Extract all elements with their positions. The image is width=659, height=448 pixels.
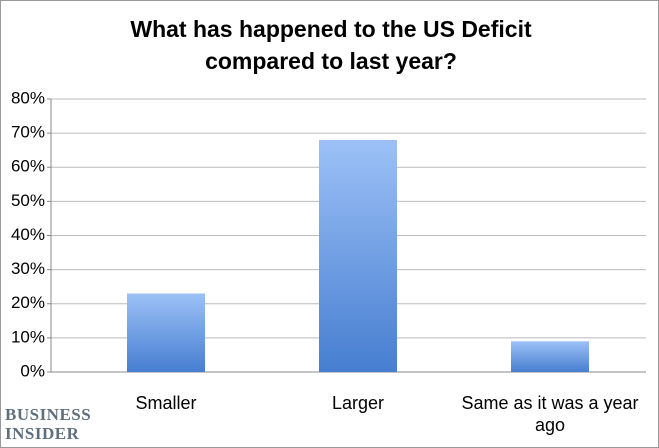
y-tick-label: 0% <box>20 361 45 380</box>
bar <box>511 341 589 372</box>
chart-title: What has happened to the US Deficit comp… <box>130 16 532 74</box>
y-tick-label: 80% <box>11 88 45 107</box>
bar <box>127 293 205 372</box>
y-tick-label: 10% <box>11 327 45 346</box>
x-tick-label: Smaller <box>135 393 197 413</box>
branding: BUSINESS INSIDER <box>5 405 92 443</box>
y-tick-label: 40% <box>11 225 45 244</box>
y-tick-label: 50% <box>11 191 45 210</box>
x-tick-label: Same as it was a year ago <box>461 393 639 435</box>
y-tick-label: 60% <box>11 157 45 176</box>
x-tick-label: Larger <box>331 393 385 413</box>
y-tick-label: 20% <box>11 293 45 312</box>
y-tick-label: 30% <box>11 259 45 278</box>
bar <box>319 139 397 372</box>
y-tick-label: 70% <box>11 123 45 142</box>
